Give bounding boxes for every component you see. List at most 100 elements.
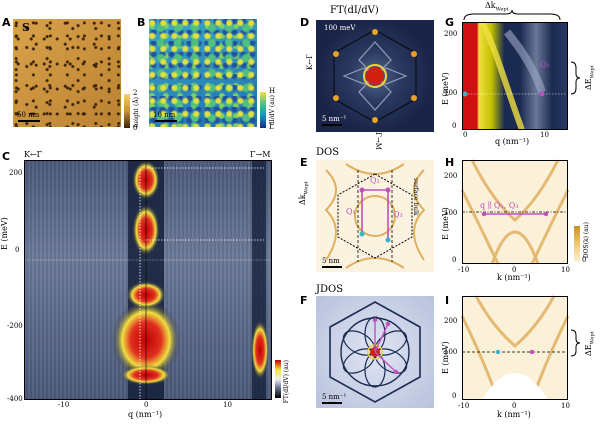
panel-e-surface-label: surface bulk — [412, 178, 419, 216]
panel-label-g: G — [445, 16, 455, 29]
panel-label-h: H — [445, 156, 455, 169]
panel-h-ylabel: E (meV) — [441, 207, 450, 240]
panel-h-colorbar-label: DOS(k) (au) — [583, 222, 590, 259]
panel-e-delta-k: ΔkWept — [298, 181, 310, 205]
topography-image — [13, 19, 121, 127]
panel-label-c: C — [2, 150, 11, 163]
panel-h-colorbar-min: 0 — [582, 256, 587, 264]
panel-h-xtick: -10 — [458, 266, 470, 274]
panel-h-ytick: 100 — [444, 209, 458, 217]
panel-g-xlabel: q (nm⁻¹) — [495, 137, 530, 146]
panel-c-ytick: 0 — [15, 246, 20, 254]
panel-i-xlabel: k (nm⁻¹) — [497, 410, 531, 419]
panel-i-xtick: 10 — [561, 402, 570, 410]
panel-d-title: FT(dI/dV) — [330, 5, 379, 16]
panel-b-scalebar — [155, 120, 177, 122]
panel-a-colorbar — [124, 94, 130, 128]
ft-overlay — [333, 29, 417, 123]
panel-c-ytick: -400 — [7, 395, 23, 403]
panel-g-xtick: 10 — [540, 131, 549, 139]
panel-b-scalebar-label: 10 nm — [153, 111, 176, 119]
panel-g-xtick: 0 — [463, 131, 468, 139]
panel-label-a: A — [2, 16, 11, 29]
panel-f-scalebar-label: 5 nm⁻¹ — [322, 393, 347, 401]
panel-a-colorbar-min: 0 — [133, 124, 138, 132]
panel-label-b: B — [137, 16, 146, 29]
panel-label-d: D — [300, 16, 310, 29]
panel-c-xtick: 0 — [144, 401, 149, 409]
panel-e-scalebar — [322, 266, 342, 268]
panel-h-ytick: 200 — [444, 172, 458, 180]
panel-c-colorbar-label: FT(dI/dV) (au) — [283, 360, 290, 404]
panel-i-right-label: ΔEWept — [584, 331, 596, 356]
panel-g-ylabel: E (meV) — [441, 72, 450, 105]
jdos-overlay — [329, 301, 421, 403]
panel-i-right-brace — [570, 329, 581, 357]
panel-g-ytick: 0 — [452, 122, 457, 130]
panel-g-ytick: 200 — [444, 30, 458, 38]
panel-c-xtick: -10 — [58, 401, 70, 409]
panel-a-scalebar-label: 50 nm — [17, 111, 40, 119]
panel-c-ytick: 200 — [9, 169, 23, 177]
panel-g-top-label: ΔkWept — [485, 1, 509, 13]
panel-f-scalebar — [322, 402, 342, 404]
panel-i-frame — [462, 296, 568, 400]
panel-h-frame — [462, 160, 568, 264]
panel-g-q-annot: Q₁ — [540, 60, 550, 69]
panel-e-q2: Q₂ — [370, 176, 380, 185]
panel-h-ytick: 0 — [452, 256, 457, 264]
panel-a-colorbar-label: height (Å) — [133, 97, 140, 128]
panel-g-right-label: ΔEWept — [584, 65, 596, 90]
band-structure-h-overlay — [460, 159, 570, 265]
panel-d-energy: 100 meV — [324, 24, 356, 32]
panel-d-scalebar — [322, 124, 342, 126]
panel-g-right-brace — [570, 61, 581, 95]
panel-h-colorbar — [574, 226, 580, 262]
panel-c-colorbar — [275, 360, 281, 398]
panel-label-f: F — [300, 294, 308, 307]
panel-c-direction-left: K←Γ — [24, 150, 43, 159]
panel-a-colorbar-max: 2 — [133, 89, 138, 97]
panel-a-scalebar — [18, 120, 40, 122]
panel-c-ytick: -200 — [7, 322, 23, 330]
panel-h-annotation: q ∥ Q₁, Q₃ — [480, 201, 519, 210]
panel-b-colorbar — [260, 92, 266, 128]
panel-b-colorbar-max: H — [269, 87, 276, 95]
panel-i-ytick: 100 — [444, 348, 458, 356]
panel-g-ytick: 100 — [444, 89, 458, 97]
panel-d-scalebar-label: 5 nm⁻¹ — [322, 115, 347, 123]
panel-i-ytick: 200 — [444, 317, 458, 325]
panel-b-colorbar-label: dI/dV (au) — [269, 95, 276, 126]
dos-contour-image — [316, 160, 434, 272]
panel-label-e: E — [300, 156, 308, 169]
panel-a-inset-letter: S — [22, 21, 30, 34]
panel-e-scalebar-label: 5 nm — [322, 257, 340, 265]
qpi-dispersion-overlay — [24, 160, 272, 400]
panel-h-xtick: 10 — [561, 266, 570, 274]
qpi-zoom-overlay — [462, 20, 568, 132]
panel-h-xlabel: k (nm⁻¹) — [497, 273, 531, 282]
panel-i-xtick: -10 — [458, 402, 470, 410]
panel-i-xtick: 0 — [512, 402, 517, 410]
panel-e-q3: Q₃ — [393, 210, 403, 219]
dos-contour-overlay — [324, 163, 426, 269]
panel-g-frame — [462, 22, 568, 130]
panel-i-ytick: 0 — [452, 392, 457, 400]
panel-e-q1: Q₁ — [346, 207, 356, 216]
band-structure-i-overlay — [460, 295, 570, 401]
dos-map-image — [149, 19, 257, 127]
panel-f-title: JDOS — [316, 284, 344, 295]
panel-h-xtick: 0 — [512, 266, 517, 274]
panel-g-top-brace — [463, 9, 561, 21]
panel-b-colorbar-min: L — [269, 123, 274, 131]
panel-d-axis-bottom: Γ→M — [374, 132, 382, 150]
panel-c-xlabel: q (nm⁻¹) — [128, 410, 163, 419]
panel-c-direction-right: Γ→M — [250, 150, 271, 159]
panel-c-frame — [24, 160, 272, 400]
panel-e-title: DOS — [316, 147, 340, 158]
panel-label-i: I — [445, 294, 450, 307]
panel-c-ylabel: E (meV) — [0, 217, 9, 250]
panel-i-ylabel: E (meV) — [441, 341, 450, 374]
panel-c-xtick: 10 — [223, 401, 232, 409]
panel-d-axis-left: K←Γ — [306, 54, 314, 70]
